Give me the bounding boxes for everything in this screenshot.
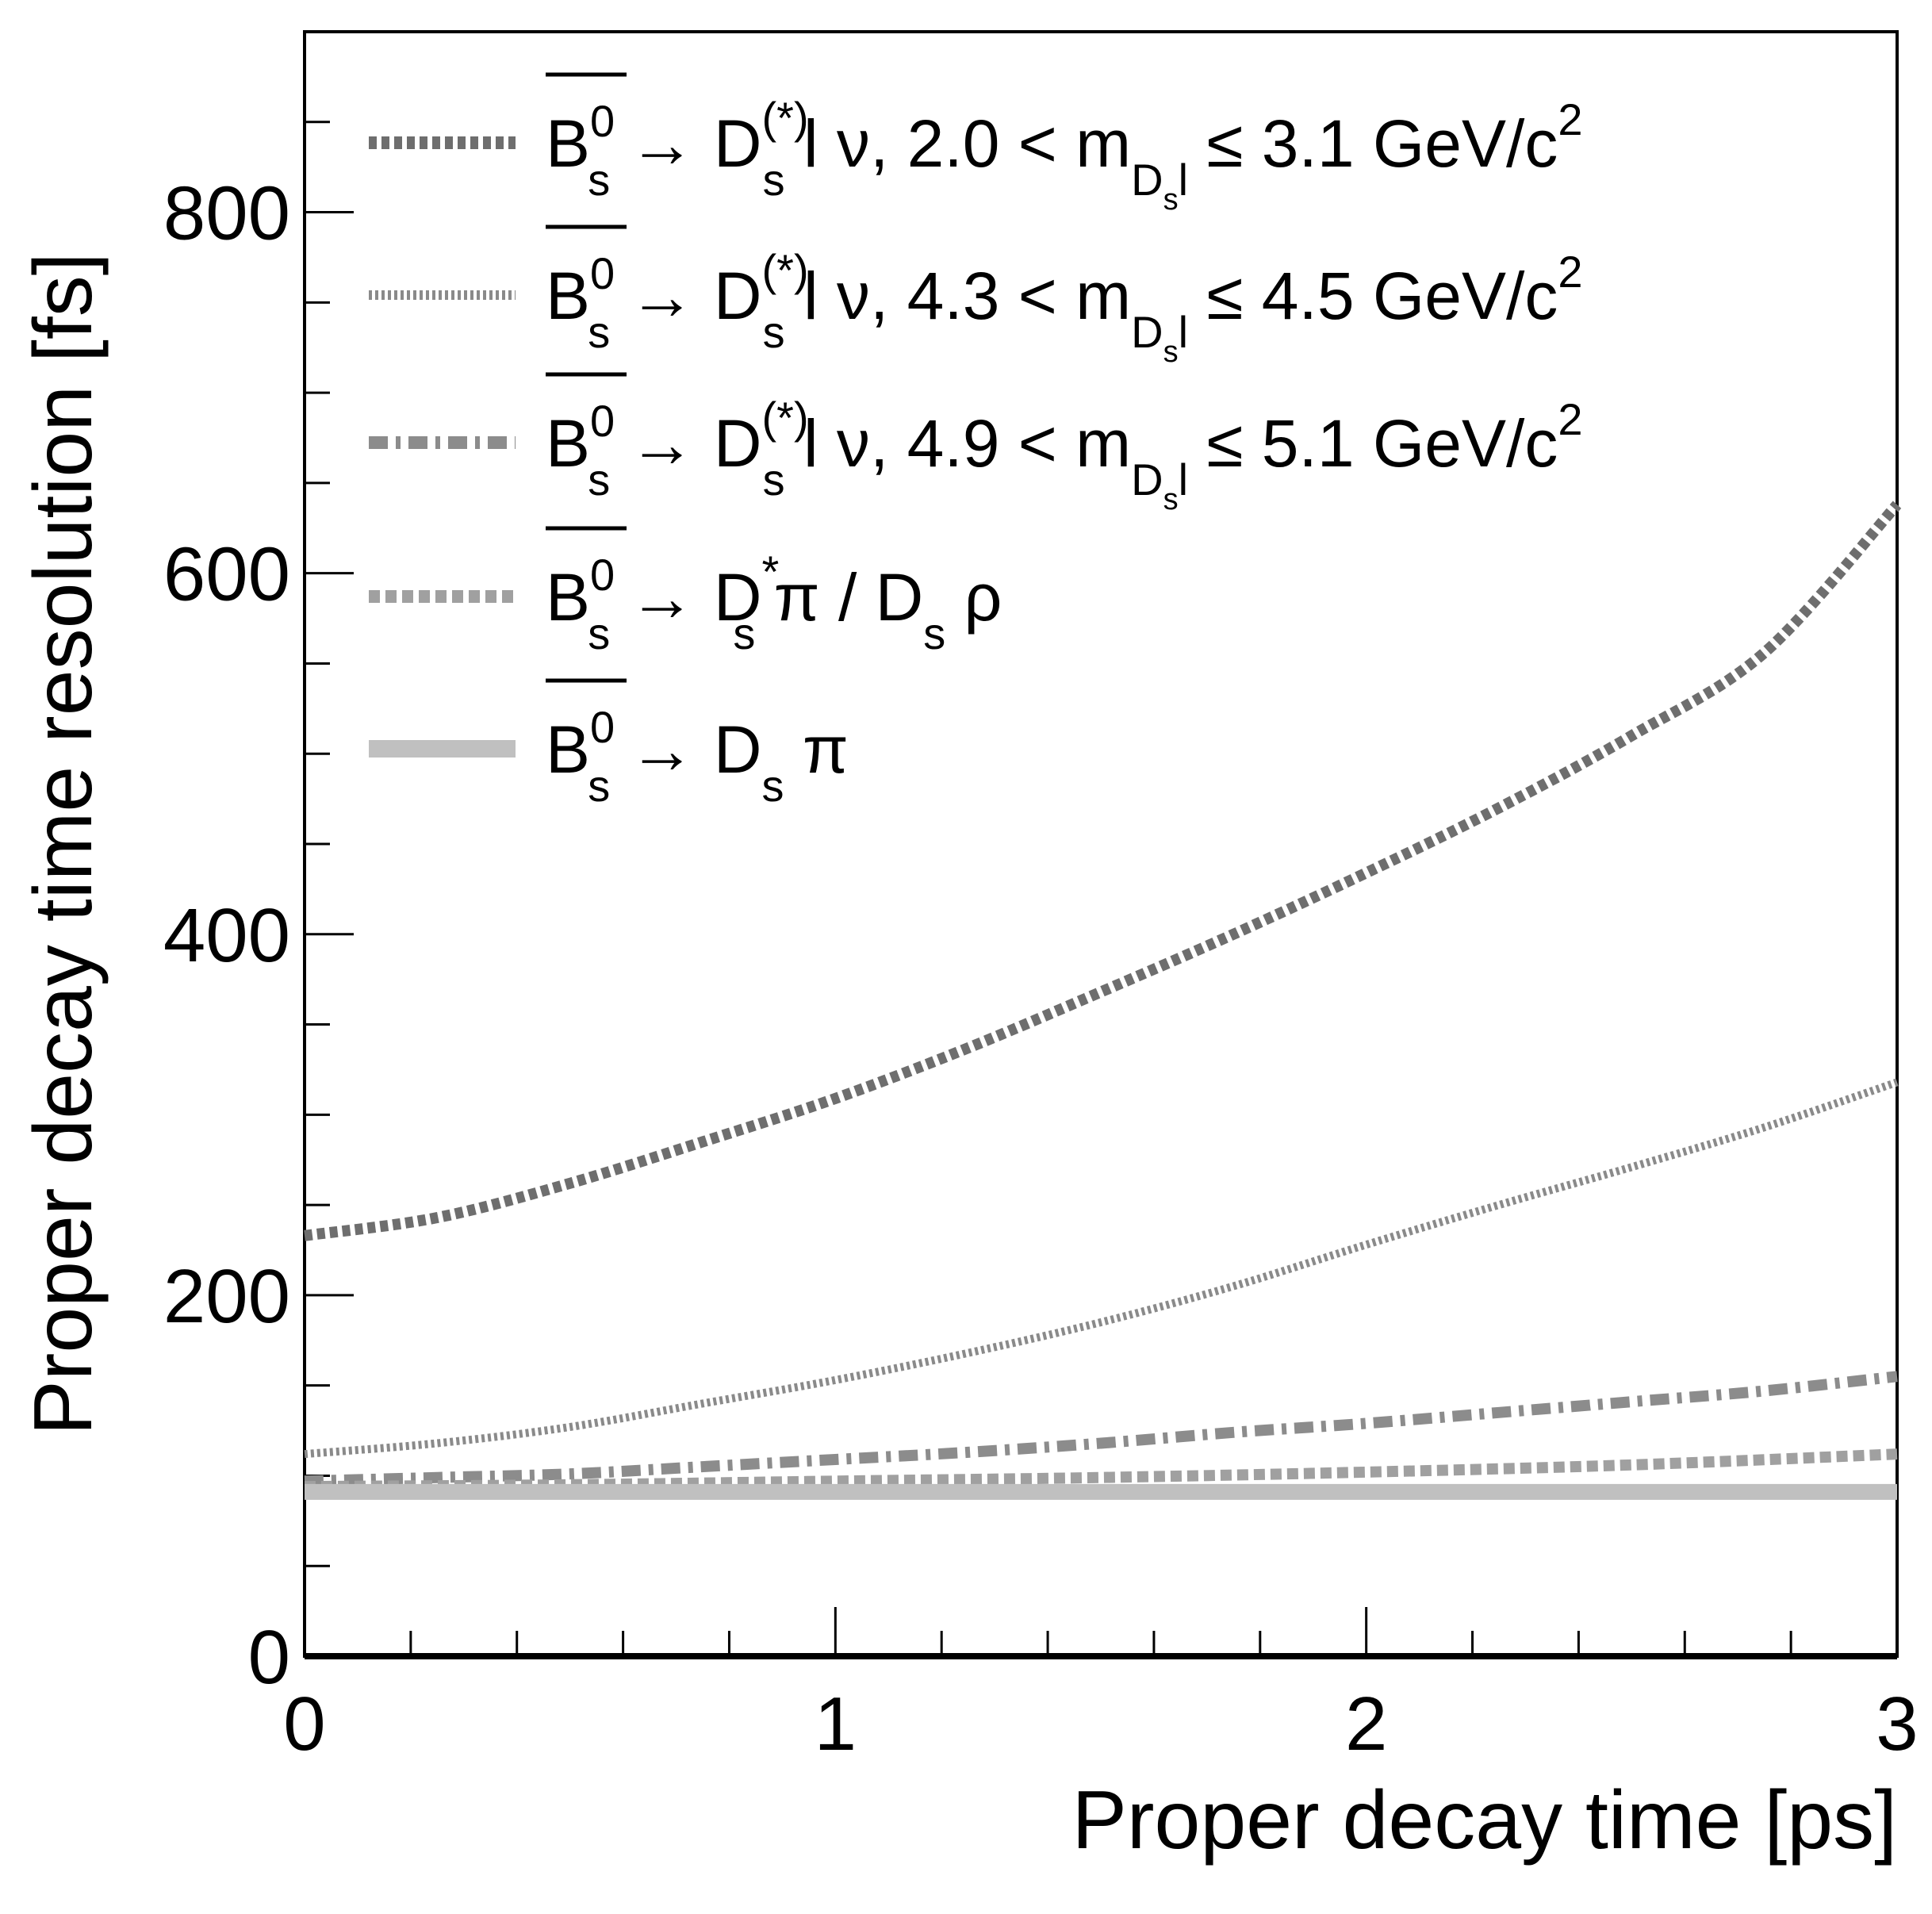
y-tick-label: 0 bbox=[248, 1615, 290, 1700]
legend-entry-2: B0 s → D(*) s l ν, 4.3 < mDsl ≤ 4.5 GeV/c2 bbox=[369, 224, 1583, 369]
series-line-3 bbox=[304, 1371, 1898, 1487]
legend-label: B0 s → D(*) s l ν, 4.3 < mDsl ≤ 4.5 GeV/c2 bbox=[546, 245, 1583, 369]
legend-label: B0 s → D(*) s l ν, 4.9 < mDsl ≤ 5.1 GeV/c2 bbox=[546, 393, 1583, 516]
legend-entry-5: B0 s → Ds π bbox=[369, 678, 849, 811]
x-tick-label: 3 bbox=[1876, 1682, 1918, 1766]
legend: B0 s → D(*) s l ν, 2.0 < mDsl ≤ 3.1 GeV/c2… bbox=[369, 72, 1583, 811]
x-tick-label: 0 bbox=[283, 1682, 325, 1766]
y-tick-label: 400 bbox=[163, 893, 290, 978]
series-line-2 bbox=[304, 1078, 1899, 1459]
axis-tick-labels: 0 1 2 3 0 200 400 600 800 bbox=[163, 171, 1919, 1766]
x-tick-label: 2 bbox=[1345, 1682, 1387, 1766]
series-lines bbox=[304, 501, 1902, 1500]
x-tick-label: 1 bbox=[815, 1682, 857, 1766]
legend-entry-3: B0 s → D(*) s l ν, 4.9 < mDsl ≤ 5.1 GeV/c2 bbox=[369, 372, 1583, 516]
legend-label: B0 s → D* s π / Ds ρ bbox=[546, 547, 1002, 658]
y-tick-label: 600 bbox=[163, 532, 290, 617]
y-tick-label: 200 bbox=[163, 1254, 290, 1339]
series-line-1 bbox=[304, 501, 1902, 1241]
y-tick-label: 800 bbox=[163, 171, 290, 256]
legend-label: B0 s → D(*) s l ν, 2.0 < mDsl ≤ 3.1 GeV/c2 bbox=[546, 93, 1583, 217]
legend-entry-1: B0 s → D(*) s l ν, 2.0 < mDsl ≤ 3.1 GeV/c2 bbox=[369, 72, 1583, 217]
x-axis-title: Proper decay time [ps] bbox=[1072, 1774, 1897, 1866]
legend-entry-4: B0 s → D* s π / Ds ρ bbox=[369, 526, 1002, 658]
y-axis-title: Proper decay time resolution [fs] bbox=[17, 252, 109, 1435]
legend-label: B0 s → Ds π bbox=[546, 702, 849, 811]
